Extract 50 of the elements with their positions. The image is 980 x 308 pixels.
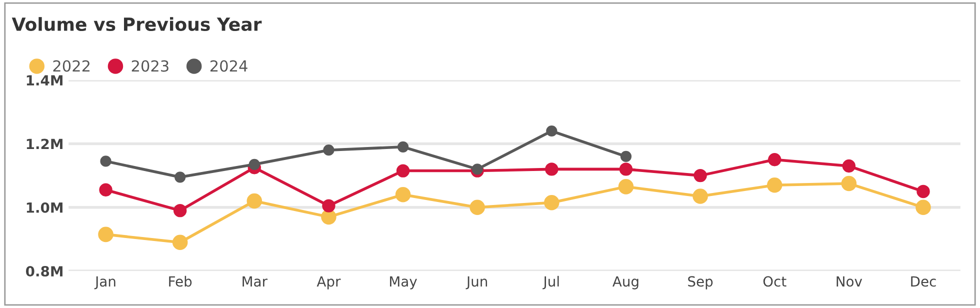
- point: [100, 156, 112, 167]
- x-tick-label: Dec: [911, 276, 936, 287]
- point: [323, 144, 334, 156]
- point: [395, 187, 411, 202]
- point: [396, 164, 410, 178]
- chart-title: Volume vs Previous Year: [12, 17, 262, 32]
- point: [841, 176, 857, 192]
- x-tick-label: Aug: [612, 276, 638, 290]
- x-tick-label: Apr: [316, 276, 341, 290]
- point: [172, 234, 188, 250]
- legend-label: 2022: [53, 60, 90, 72]
- point: [692, 188, 708, 204]
- point: [546, 125, 558, 137]
- point: [248, 158, 260, 170]
- x-tick-label: Feb: [169, 276, 192, 287]
- y-tick-label: 1.4M: [26, 75, 62, 86]
- x-tick-label: Jan: [94, 276, 116, 290]
- x-tick-label: Jul: [542, 276, 559, 290]
- point: [99, 183, 112, 196]
- point: [246, 193, 262, 209]
- point: [768, 153, 782, 166]
- point: [98, 226, 114, 242]
- point: [620, 150, 632, 162]
- y-tick-label: 1.2M: [26, 138, 62, 150]
- x-tick-label: Sep: [688, 276, 713, 290]
- legend-label: 2023: [132, 60, 168, 72]
- point: [470, 200, 485, 216]
- x-tick-label: Mar: [242, 276, 268, 287]
- point: [174, 172, 186, 183]
- point: [694, 168, 707, 182]
- point: [321, 209, 336, 225]
- x-tick-label: May: [390, 276, 417, 290]
- y-tick-label: 0.8M: [26, 266, 62, 277]
- point: [842, 159, 856, 173]
- x-tick-label: Jun: [466, 276, 488, 290]
- point: [618, 179, 634, 194]
- point: [472, 164, 483, 175]
- point: [544, 194, 560, 210]
- legend-label: 2024: [210, 60, 248, 72]
- point: [916, 184, 930, 198]
- x-tick-label: Oct: [763, 276, 786, 287]
- point: [916, 200, 931, 216]
- point: [766, 177, 782, 193]
- y-tick-label: 1.0M: [26, 202, 62, 213]
- point: [397, 141, 409, 152]
- point: [545, 162, 558, 176]
- x-tick-label: Nov: [836, 276, 862, 287]
- point: [322, 199, 336, 212]
- point: [173, 204, 187, 218]
- point: [619, 162, 633, 176]
